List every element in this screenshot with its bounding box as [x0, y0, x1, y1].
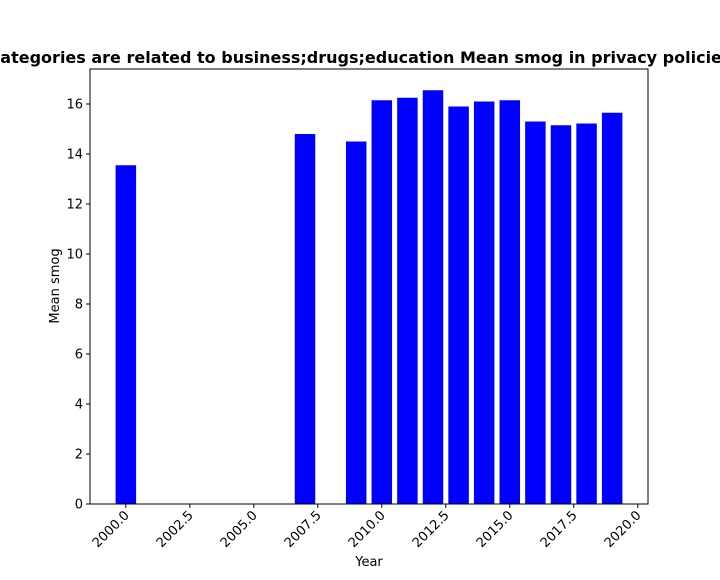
y-tick-label: 2 — [75, 448, 83, 463]
x-tick-label: 2000.0 — [90, 508, 133, 551]
bar-2013 — [448, 106, 469, 504]
x-tick-label: 2002.5 — [154, 508, 197, 551]
bar-2007 — [294, 134, 316, 504]
bar-2019 — [601, 112, 623, 504]
x-tick-label: 2005.0 — [218, 508, 261, 551]
chart-title: Categories are related to business;drugs… — [0, 48, 720, 67]
y-tick-label: 6 — [75, 348, 83, 363]
bar-2011 — [397, 97, 418, 504]
y-tick-label: 10 — [66, 248, 83, 263]
y-tick-label: 16 — [66, 98, 83, 113]
bar-2010 — [371, 100, 393, 504]
bar-2017 — [550, 125, 572, 504]
bars-layer — [115, 90, 623, 504]
bar-2015 — [499, 100, 521, 504]
y-tick-label: 14 — [66, 148, 83, 163]
y-axis-ticks: 0 2 4 6 8 10 12 14 16 — [66, 98, 90, 513]
bar-2014 — [473, 101, 495, 504]
y-tick-label: 8 — [75, 298, 83, 313]
bar-2016 — [525, 121, 546, 504]
y-tick-label: 0 — [75, 498, 83, 513]
x-tick-label: 2015.0 — [474, 508, 517, 551]
x-tick-label: 2012.5 — [410, 508, 453, 551]
bar-2000 — [115, 165, 137, 504]
x-tick-label: 2007.5 — [282, 508, 325, 551]
plot-frame — [89, 68, 649, 505]
y-tick-label: 4 — [75, 398, 83, 413]
x-axis-ticks: 2000.0 2002.5 2005.0 2007.5 2010.0 2012.5 2015… — [90, 504, 645, 551]
bar-2012 — [422, 90, 444, 504]
x-tick-label: 2010.0 — [346, 508, 389, 551]
y-axis-label: Mean smog — [48, 248, 63, 323]
y-tick-label: 12 — [66, 198, 83, 213]
bar-2018 — [576, 123, 597, 504]
x-axis-label: Year — [354, 555, 383, 570]
x-tick-label: 2020.0 — [602, 508, 645, 551]
x-tick-label: 2017.5 — [538, 508, 581, 551]
bar-2009 — [345, 141, 367, 504]
